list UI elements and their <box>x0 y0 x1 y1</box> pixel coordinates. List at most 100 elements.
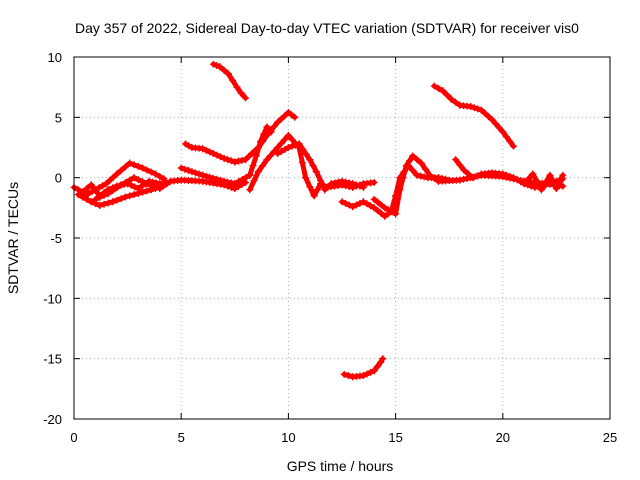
data-point-marker <box>242 156 250 164</box>
data-point-marker <box>379 355 387 363</box>
data-point-marker <box>288 142 296 150</box>
data-point-marker <box>312 168 320 176</box>
data-point-marker <box>237 89 245 97</box>
data-point-marker <box>552 185 560 193</box>
data-point-marker <box>492 120 500 128</box>
data-point-marker <box>344 372 352 380</box>
data-point-marker <box>199 145 207 153</box>
x-axis-label: GPS time / hours <box>287 458 394 474</box>
data-point-marker <box>199 171 207 179</box>
data-point-marker <box>422 165 430 173</box>
data-point-marker <box>121 193 129 201</box>
data-point-marker <box>238 175 246 183</box>
data-point-marker <box>502 171 510 179</box>
data-point-marker <box>349 180 357 188</box>
data-point-marker <box>413 156 421 164</box>
data-point-marker <box>495 124 503 132</box>
data-point-marker <box>430 174 438 182</box>
data-point-marker <box>409 166 417 174</box>
data-point-marker <box>456 161 464 169</box>
data-point-marker <box>130 161 138 169</box>
data-point-marker <box>213 175 221 183</box>
data-point-marker <box>156 185 164 193</box>
data-point-marker <box>263 156 271 164</box>
x-tick-label: 0 <box>70 430 77 445</box>
data-point-marker <box>102 180 110 188</box>
data-point-marker <box>147 168 155 176</box>
data-point-marker <box>246 171 254 179</box>
data-point-marker <box>188 168 196 176</box>
data-point-marker <box>299 145 307 153</box>
data-point-marker <box>250 177 258 185</box>
series-layer <box>70 60 567 381</box>
data-point-marker <box>248 150 256 158</box>
data-point-marker <box>143 187 151 195</box>
data-point-marker <box>100 191 108 199</box>
data-point-marker <box>292 141 300 149</box>
data-point-marker <box>121 178 129 186</box>
data-point-marker <box>281 135 289 143</box>
data-point-marker <box>259 162 267 170</box>
x-tick-label: 10 <box>281 430 295 445</box>
data-point-marker <box>309 162 317 170</box>
data-point-marker <box>363 200 371 208</box>
data-point-marker <box>274 144 282 151</box>
data-point-marker <box>327 180 335 188</box>
x-tick-label: 15 <box>388 430 402 445</box>
data-point-marker <box>151 170 159 178</box>
data-point-marker <box>131 183 139 191</box>
data-point-marker <box>396 186 404 194</box>
x-tick-label: 25 <box>603 430 617 445</box>
grid-layer <box>74 57 610 419</box>
data-point-marker <box>91 186 99 194</box>
data-point-marker <box>117 195 125 203</box>
data-point-marker <box>121 163 129 171</box>
data-point-marker <box>96 201 104 209</box>
data-point-marker <box>463 174 471 182</box>
data-point-marker <box>274 118 282 126</box>
data-point-marker <box>317 177 325 185</box>
series-arc-9 <box>274 140 367 194</box>
data-point-marker <box>370 204 378 212</box>
data-point-marker <box>277 115 285 123</box>
data-point-marker <box>224 70 232 78</box>
data-point-marker <box>345 201 353 209</box>
data-point-marker <box>359 198 367 206</box>
data-point-marker <box>284 131 292 139</box>
data-point-marker <box>109 198 117 206</box>
data-point-marker <box>340 370 348 378</box>
series-arc-4 <box>91 174 250 203</box>
data-point-marker <box>349 203 357 211</box>
data-point-marker <box>74 191 82 199</box>
data-point-marker <box>488 116 496 124</box>
x-tick-label: 5 <box>178 430 185 445</box>
data-point-marker <box>359 372 367 380</box>
data-point-marker <box>109 187 117 195</box>
data-point-marker <box>252 152 260 160</box>
y-tick-label: 10 <box>48 50 62 65</box>
data-point-marker <box>381 204 389 212</box>
data-point-marker <box>510 142 518 150</box>
y-tick-label: -20 <box>43 412 62 427</box>
data-point-marker <box>377 358 385 366</box>
data-point-marker <box>246 186 254 194</box>
data-point-marker <box>342 199 350 207</box>
data-point-marker <box>254 168 262 176</box>
data-point-marker <box>295 140 303 148</box>
data-point-marker <box>217 153 225 161</box>
data-point-marker <box>159 182 167 190</box>
data-point-marker <box>402 162 410 170</box>
data-point-marker <box>277 139 285 147</box>
series-arc-3 <box>81 159 168 200</box>
data-point-marker <box>220 154 228 162</box>
data-point-marker <box>420 173 428 181</box>
data-point-marker <box>96 193 104 201</box>
data-point-marker <box>113 170 121 178</box>
data-point-marker <box>470 104 478 112</box>
data-point-marker <box>216 63 224 71</box>
data-point-marker <box>533 178 541 186</box>
data-point-marker <box>263 123 271 131</box>
data-point-marker <box>227 179 235 187</box>
data-point-marker <box>195 170 203 178</box>
